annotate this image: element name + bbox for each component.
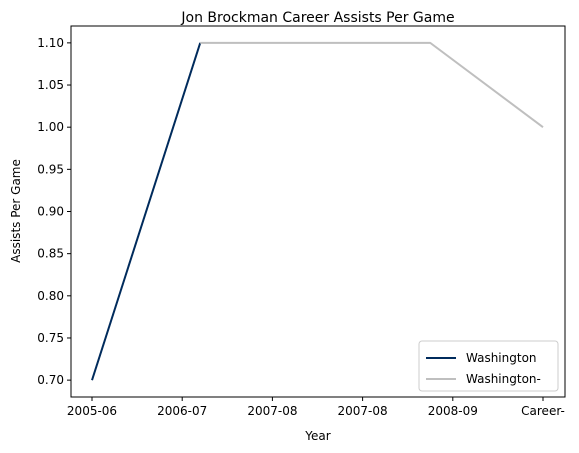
y-tick-label: 0.90 <box>37 205 64 219</box>
legend-label: Washington <box>466 351 537 365</box>
y-tick-label: 0.70 <box>37 373 64 387</box>
x-axis-label: Year <box>304 429 330 443</box>
series-line-washington-dash <box>200 41 544 128</box>
legend: Washington Washington- <box>418 340 559 392</box>
chart-title: Jon Brockman Career Assists Per Game <box>180 10 454 26</box>
x-axis: 2005-06 2006-07 2007-08 2007-08 2008-09 Caree… <box>67 397 565 418</box>
x-tick-label: 2006-07 <box>157 404 207 418</box>
x-tick-label: 2007-08 <box>247 404 297 418</box>
plot-lines <box>91 41 544 381</box>
y-tick-label: 1.00 <box>37 120 64 134</box>
x-tick-label: 2005-06 <box>67 404 117 418</box>
y-tick-label: 0.75 <box>37 331 64 345</box>
x-tick-label: 2008-09 <box>428 404 478 418</box>
x-tick-label: Career- <box>521 404 565 418</box>
y-tick-label: 1.10 <box>37 36 64 50</box>
y-tick-label: 0.80 <box>37 289 64 303</box>
y-tick-label: 1.05 <box>37 78 64 92</box>
y-tick-label: 0.95 <box>37 162 64 176</box>
legend-label: Washington- <box>466 372 541 386</box>
series-line-washington <box>91 42 202 381</box>
x-tick-label: 2007-08 <box>338 404 388 418</box>
y-axis-label: Assists Per Game <box>9 159 23 263</box>
y-axis: 0.70 0.75 0.80 0.85 0.90 0.95 1.00 1.05 1.10 <box>37 36 71 387</box>
y-tick-label: 0.85 <box>37 247 64 261</box>
